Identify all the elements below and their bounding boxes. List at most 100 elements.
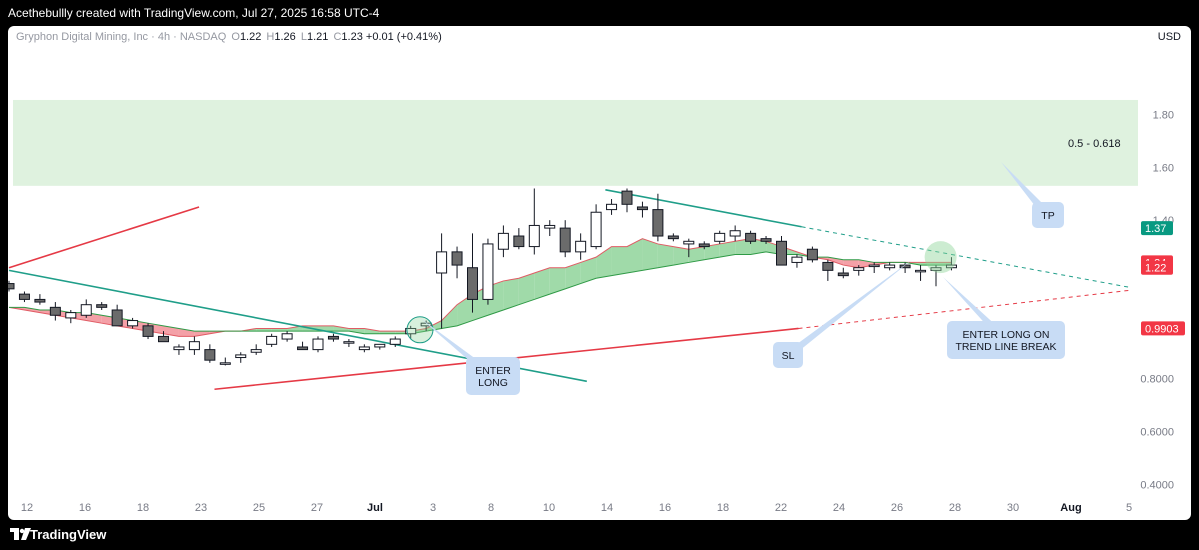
candle[interactable] <box>868 264 880 268</box>
candle[interactable] <box>760 238 772 242</box>
candle[interactable] <box>436 251 448 274</box>
breakout-circle-marker[interactable] <box>924 241 957 274</box>
candle[interactable] <box>930 267 942 271</box>
candle[interactable] <box>606 203 618 211</box>
candle[interactable] <box>49 306 61 316</box>
x-axis-tick-label: Jul <box>367 502 383 514</box>
y-axis-tick-label: 0.8000 <box>1140 374 1174 386</box>
candle[interactable] <box>621 190 633 205</box>
candle[interactable] <box>158 335 169 343</box>
sl-label-bubble[interactable] <box>773 342 803 368</box>
candle[interactable] <box>776 240 787 266</box>
candle[interactable] <box>389 338 401 345</box>
entry-circle-marker[interactable] <box>406 316 434 344</box>
candle[interactable] <box>729 230 741 237</box>
low-value: 1.21 <box>306 31 329 43</box>
teal-upper-trend-line-projection[interactable] <box>801 226 1131 289</box>
cloud-segment <box>518 273 535 305</box>
teal-upper-trend-line[interactable] <box>605 188 802 228</box>
candle[interactable] <box>745 232 757 242</box>
candle[interactable] <box>482 243 494 300</box>
candle[interactable] <box>343 341 355 344</box>
candle[interactable] <box>528 224 540 248</box>
candle[interactable] <box>266 335 278 345</box>
candle[interactable] <box>127 320 139 327</box>
candle[interactable] <box>96 304 108 308</box>
candle[interactable] <box>806 248 818 261</box>
cloud-segment <box>657 243 674 268</box>
candle[interactable] <box>590 211 602 248</box>
candle[interactable] <box>667 235 679 240</box>
candle[interactable] <box>791 256 803 263</box>
candle[interactable] <box>884 264 896 269</box>
candle[interactable] <box>374 343 386 348</box>
cloud-segment <box>256 328 272 332</box>
cloud-segment <box>688 246 705 263</box>
candle[interactable] <box>636 206 648 211</box>
x-axis-tick-label: 12 <box>21 502 33 514</box>
tp-label-bubble[interactable] <box>1032 202 1064 228</box>
sl-label-pointer <box>782 259 913 355</box>
candle[interactable] <box>297 346 309 351</box>
enter-long-label-bubble[interactable] <box>466 357 520 395</box>
cloud-segment <box>936 262 952 266</box>
candle[interactable] <box>837 272 849 277</box>
cloud-segment <box>642 238 658 271</box>
cloud-segment <box>673 246 689 266</box>
candle[interactable] <box>18 293 30 300</box>
candle[interactable] <box>235 354 247 359</box>
chart-panel[interactable]: 0.5 - 0.618 TP ENTER LONG SL ENTER LONG ON TR… <box>8 26 1191 520</box>
candle[interactable] <box>8 283 15 290</box>
candle[interactable] <box>853 267 865 271</box>
x-axis-tick-label: 14 <box>601 502 613 514</box>
upper-red-channel-line[interactable] <box>8 206 200 269</box>
candle[interactable] <box>945 264 957 269</box>
tradingview-brand: TradingView <box>30 527 107 542</box>
candle[interactable] <box>497 232 509 250</box>
candle[interactable] <box>915 269 927 273</box>
candle[interactable] <box>698 243 710 248</box>
fib-zone[interactable] <box>13 99 1138 186</box>
candle[interactable] <box>173 346 185 351</box>
candle[interactable] <box>327 335 339 340</box>
candle[interactable] <box>34 298 46 303</box>
trendline-break-label-bubble[interactable] <box>947 321 1065 359</box>
x-axis-tick-label: 28 <box>949 502 961 514</box>
candle[interactable] <box>80 304 92 316</box>
candle[interactable] <box>467 267 478 300</box>
candle[interactable] <box>822 261 834 271</box>
x-axis-tick-label: 18 <box>137 502 149 514</box>
cloud-segment <box>627 238 643 273</box>
candle[interactable] <box>899 264 911 269</box>
cloud-segment <box>704 243 720 260</box>
candle[interactable] <box>65 312 77 319</box>
candle[interactable] <box>358 346 370 351</box>
candle[interactable] <box>652 209 664 237</box>
cloud-segment <box>611 246 627 276</box>
candle[interactable] <box>683 240 695 245</box>
candle[interactable] <box>714 232 726 242</box>
candle[interactable] <box>204 349 216 361</box>
candle[interactable] <box>405 327 417 335</box>
currency-label[interactable]: USD <box>1157 31 1181 43</box>
candle[interactable] <box>559 227 571 253</box>
tradingview-logo-icon <box>10 528 31 540</box>
candle[interactable] <box>575 240 587 253</box>
x-axis-tick-label: 26 <box>891 502 903 514</box>
y-axis-tick-label: 1.60 <box>1153 162 1174 174</box>
candle[interactable] <box>188 341 200 351</box>
candle[interactable] <box>451 251 463 266</box>
candle[interactable] <box>219 362 231 365</box>
candle[interactable] <box>312 338 324 351</box>
candle[interactable] <box>281 333 293 340</box>
candle[interactable] <box>250 349 262 353</box>
snapshot-credit-bar: Acethebullly created with TradingView.co… <box>0 0 1199 26</box>
candle[interactable] <box>513 235 525 248</box>
sl-label-text: SL <box>782 350 795 362</box>
candle[interactable] <box>111 309 123 327</box>
candle[interactable] <box>142 325 154 337</box>
x-axis-tick-label: 18 <box>717 502 729 514</box>
candle[interactable] <box>544 224 556 229</box>
